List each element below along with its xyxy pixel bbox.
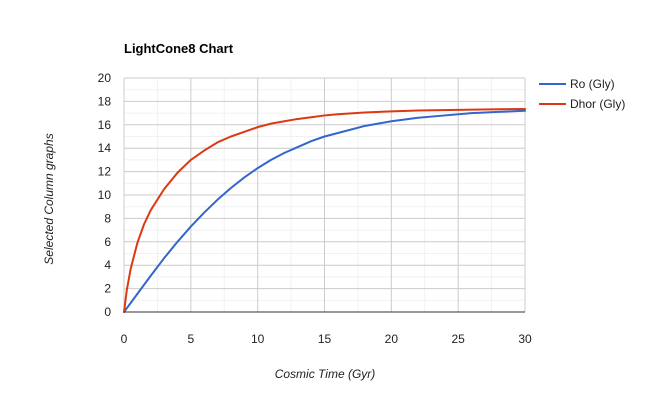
y-tick-label: 18	[98, 94, 112, 108]
y-axis-title: Selected Column graphs	[42, 133, 56, 264]
legend-label: Ro (Gly)	[570, 77, 615, 91]
x-tick-label: 0	[121, 332, 128, 346]
legend: Ro (Gly) Dhor (Gly)	[539, 77, 625, 111]
y-tick-label: 14	[98, 141, 112, 155]
major-gridlines	[123, 77, 526, 313]
x-tick-label: 15	[318, 332, 332, 346]
series-line-2	[123, 108, 526, 313]
chart-title: LightCone8 Chart	[124, 41, 234, 56]
x-tick-label: 20	[385, 332, 399, 346]
x-tick-labels: 0 5 10 15 20 25 30	[121, 332, 532, 346]
x-axis-title: Cosmic Time (Gyr)	[275, 367, 376, 381]
series-lines	[123, 108, 526, 313]
y-tick-labels: 0 2 4 6 8 10 12 14 16 18 20	[98, 71, 112, 319]
y-tick-label: 16	[98, 118, 112, 132]
x-tick-label: 10	[251, 332, 265, 346]
x-tick-label: 30	[518, 332, 532, 346]
x-tick-label: 5	[187, 332, 194, 346]
legend-label: Dhor (Gly)	[570, 97, 625, 111]
x-tick-label: 25	[451, 332, 465, 346]
y-tick-label: 6	[104, 235, 111, 249]
y-tick-label: 20	[98, 71, 112, 85]
y-tick-label: 8	[104, 211, 111, 225]
y-tick-label: 2	[104, 282, 111, 296]
series-line-1	[123, 109, 526, 313]
y-tick-label: 4	[104, 258, 111, 272]
y-tick-label: 12	[98, 165, 112, 179]
y-tick-label: 10	[98, 188, 112, 202]
y-tick-label: 0	[104, 305, 111, 319]
